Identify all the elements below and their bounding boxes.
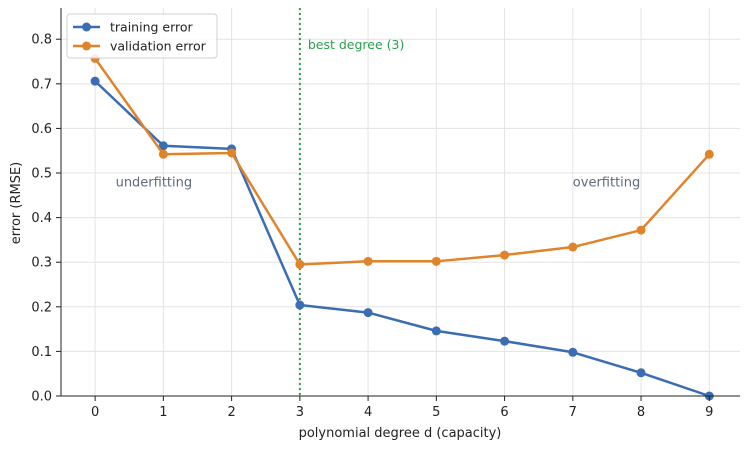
y-tick-label: 0.6 bbox=[31, 122, 52, 137]
validation-error-point bbox=[500, 250, 510, 260]
validation-error-point bbox=[636, 225, 646, 235]
legend-label-training: training error bbox=[110, 20, 194, 35]
grid bbox=[61, 8, 740, 397]
legend-label-validation: validation error bbox=[110, 39, 207, 54]
x-tick-label: 9 bbox=[705, 405, 713, 420]
best-degree-label: best degree (3) bbox=[308, 37, 405, 52]
x-axis-title: polynomial degree d (capacity) bbox=[299, 426, 502, 441]
training-error-point bbox=[158, 141, 168, 151]
y-tick-label: 0.4 bbox=[31, 211, 52, 226]
x-tick-label: 1 bbox=[159, 405, 167, 420]
series-layer bbox=[90, 53, 714, 401]
y-tick-label: 0.0 bbox=[31, 390, 52, 405]
legend: training error validation error bbox=[66, 13, 218, 59]
legend-box bbox=[66, 13, 218, 59]
annotations: underfitting overfitting bbox=[116, 175, 641, 190]
x-tick-label: 8 bbox=[637, 405, 645, 420]
training-error-point bbox=[90, 76, 100, 86]
best-degree-marker: best degree (3) bbox=[298, 8, 405, 396]
y-tick-label: 0.8 bbox=[31, 33, 52, 48]
x-tick-label: 5 bbox=[432, 405, 440, 420]
validation-error-line bbox=[94, 57, 711, 266]
validation-error-point bbox=[431, 256, 441, 266]
y-tick-label: 0.1 bbox=[31, 345, 52, 360]
x-tick-label: 4 bbox=[364, 405, 372, 420]
training-error-point bbox=[295, 300, 305, 310]
overfitting-annotation: overfitting bbox=[573, 175, 640, 190]
training-error-point bbox=[568, 347, 578, 357]
validation-error-point bbox=[363, 256, 373, 266]
y-tick-label: 0.5 bbox=[31, 167, 52, 182]
legend-marker-validation bbox=[82, 41, 91, 51]
x-tick-label: 7 bbox=[569, 405, 577, 420]
training-error-line bbox=[94, 80, 710, 398]
y-tick-label: 0.7 bbox=[31, 77, 52, 92]
training-error-point bbox=[363, 308, 373, 318]
validation-error-point bbox=[568, 242, 578, 252]
axes bbox=[56, 8, 740, 401]
y-tick-label: 0.3 bbox=[31, 256, 52, 271]
validation-error-point bbox=[227, 148, 237, 158]
y-tick-label: 0.2 bbox=[31, 300, 52, 315]
tick-labels: 0 1 2 3 4 5 6 7 8 9 0.0 0.1 0.2 0.3 0.4 0.5 0.6 0.7 0.8 bbox=[31, 33, 713, 420]
x-tick-label: 6 bbox=[500, 405, 508, 420]
validation-error-point bbox=[704, 149, 714, 159]
underfitting-annotation: underfitting bbox=[116, 175, 193, 190]
legend-marker-training bbox=[82, 22, 91, 32]
training-error-point bbox=[636, 368, 646, 378]
validation-error-point bbox=[295, 259, 305, 269]
training-error-point bbox=[500, 336, 510, 346]
x-tick-label: 0 bbox=[91, 405, 99, 420]
x-tick-label: 2 bbox=[227, 405, 235, 420]
validation-error-point bbox=[158, 149, 168, 159]
y-axis-title: error (RMSE) bbox=[9, 162, 24, 244]
training-error-point bbox=[431, 326, 441, 336]
x-tick-label: 3 bbox=[296, 405, 304, 420]
